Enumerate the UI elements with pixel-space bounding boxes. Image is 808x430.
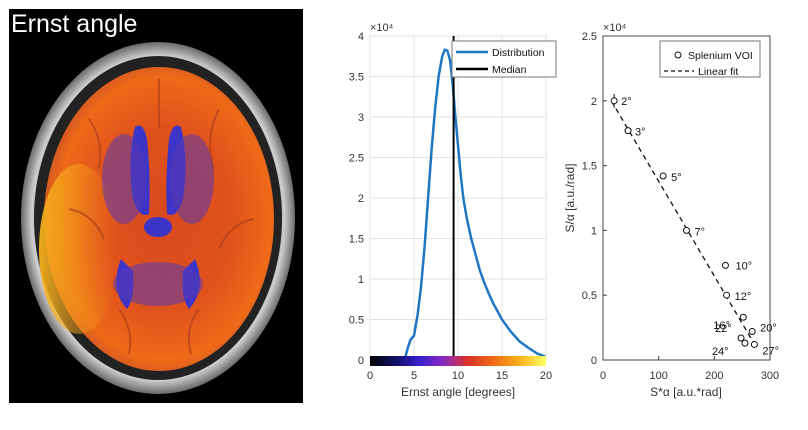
histogram-x-tick: 10 [452,370,464,382]
scatter-x-tick: 100 [649,370,667,382]
scatter-y-tick: 0.5 [582,290,597,302]
legend-marker-splenium [674,51,682,59]
scatter-x-tick: 0 [600,370,606,382]
brain-image-panel: Ernst angle [9,9,303,403]
point-label: 5° [671,172,682,184]
histogram-x-tick: 0 [367,370,373,382]
histogram-x-tick: 15 [496,370,508,382]
scatter-x-axis-label: S*α [a.u.*rad] [650,385,722,399]
histogram-x-tick: 5 [411,370,417,382]
histogram-y-tick: 1 [358,274,364,286]
legend-label-linear-fit: Linear fit [698,66,738,78]
legend-label-distribution: Distribution [492,47,545,59]
scatter-x-tick: 300 [761,370,779,382]
histogram-legend: Distribution Median [451,40,557,78]
histogram-y-tick: 4 [358,31,364,43]
colorbar [370,356,546,366]
scatter-y-tick: 1.5 [582,161,597,173]
point-label: 3° [635,127,646,139]
scatter-y-tick: 1 [591,225,597,237]
histogram-y-tick: 0 [358,355,364,367]
scatter-y-axis-label: S/α [a.u./rad] [563,164,577,233]
point-label: 16° [713,320,730,332]
white-matter [102,134,214,306]
histogram-y-tick: 3.5 [349,72,364,84]
scatter-point [683,226,690,234]
point-label: 12° [735,291,752,303]
scatter-legend: Splenium VOI Linear fit [659,40,761,78]
histogram-y-tick: 0.5 [349,315,364,327]
scatter-plot-area [602,35,771,361]
scatter-point [741,339,749,347]
histogram-exponent-label: ×10⁴ [370,22,394,34]
histogram-y-tick: 2.5 [349,153,364,165]
scatter-point [610,97,618,105]
hot-region [39,164,119,334]
scatter-chart: 0 100 200 300 0 0.5 1 1.5 2 2.5 2° 3° 5° 7° 10° 12° 16°… [563,22,779,399]
scatter-point [723,291,731,299]
point-label: 20° [760,322,777,334]
scatter-y-tick: 2 [591,96,597,108]
linear-fit-line [610,100,757,348]
brain-title: Ernst angle [11,10,138,38]
scatter-point [624,127,632,135]
point-label: 24° [712,346,729,358]
histogram-x-axis-label: Ernst angle [degrees] [401,385,515,399]
histogram-chart: 0 5 10 15 20 0 0.5 1 1.5 2 2.5 3 3.5 4 ×10⁴ Ernst ang… [349,22,557,399]
histogram-x-tick: 20 [540,370,552,382]
scatter-point [659,172,667,180]
point-label: 22° [715,323,732,335]
scatter-point [750,340,758,348]
legend-label-splenium: Splenium VOI [688,50,753,62]
scatter-y-tick: 2.5 [582,31,597,43]
legend-label-median: Median [492,64,527,76]
scatter-point [721,261,729,269]
scatter-point [748,327,756,335]
scatter-point [737,334,745,342]
point-label: 27° [762,345,779,357]
scatter-exponent-label: ×10⁴ [603,22,627,34]
histogram-y-tick: 1.5 [349,234,364,246]
point-label: 10° [735,260,752,272]
histogram-y-tick: 3 [358,112,364,124]
point-label: 2° [621,96,632,108]
scatter-point [739,313,747,321]
histogram-y-tick: 2 [358,193,364,205]
brain-ernst-angle-map [21,42,295,394]
scatter-x-tick: 200 [705,370,723,382]
scatter-y-tick: 0 [591,355,597,367]
point-label: 7° [695,226,706,238]
